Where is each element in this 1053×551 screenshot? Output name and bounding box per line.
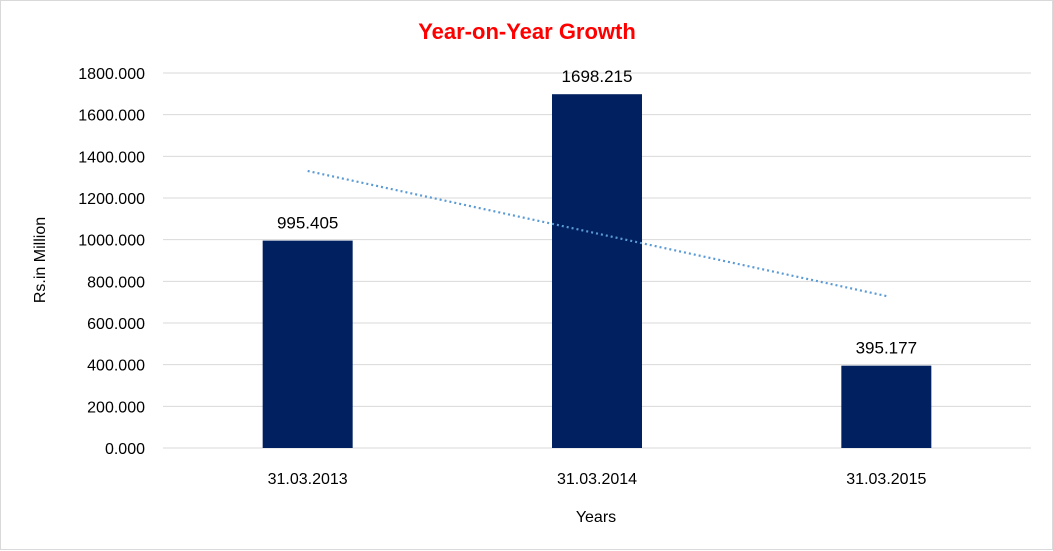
y-axis-ticks: 0.000 200.000 400.000 600.000 800.000 1000.00… <box>78 66 145 458</box>
trendline-line <box>307 169 887 298</box>
data-labels: 995.405 1698.215 395.177 <box>277 67 917 357</box>
data-label: 1698.215 <box>562 67 633 86</box>
y-tick-label: 600.000 <box>87 316 145 333</box>
x-axis-ticks: 31.03.2013 31.03.2014 31.03.2015 <box>268 471 927 488</box>
y-tick-label: 1800.000 <box>78 66 145 83</box>
trendline <box>307 169 887 298</box>
x-tick-label: 31.03.2013 <box>268 471 348 488</box>
y-tick-label: 0.000 <box>105 441 145 458</box>
bar <box>841 365 932 448</box>
bar <box>552 94 642 449</box>
bars <box>262 94 932 449</box>
bar <box>262 240 353 448</box>
y-axis-label: Rs.in Million <box>32 217 49 303</box>
x-tick-label: 31.03.2015 <box>846 471 926 488</box>
data-label: 395.177 <box>856 339 917 358</box>
y-tick-label: 400.000 <box>87 358 145 375</box>
y-tick-label: 1400.000 <box>78 149 145 166</box>
x-axis-label: Years <box>576 509 616 526</box>
y-tick-label: 1000.000 <box>78 233 145 250</box>
y-tick-label: 800.000 <box>87 274 145 291</box>
x-tick-label: 31.03.2014 <box>557 471 637 488</box>
data-label: 995.405 <box>277 214 338 233</box>
y-tick-label: 200.000 <box>87 399 145 416</box>
y-tick-label: 1200.000 <box>78 191 145 208</box>
y-tick-label: 1600.000 <box>78 108 145 125</box>
chart-title: Year-on-Year Growth <box>418 19 636 44</box>
